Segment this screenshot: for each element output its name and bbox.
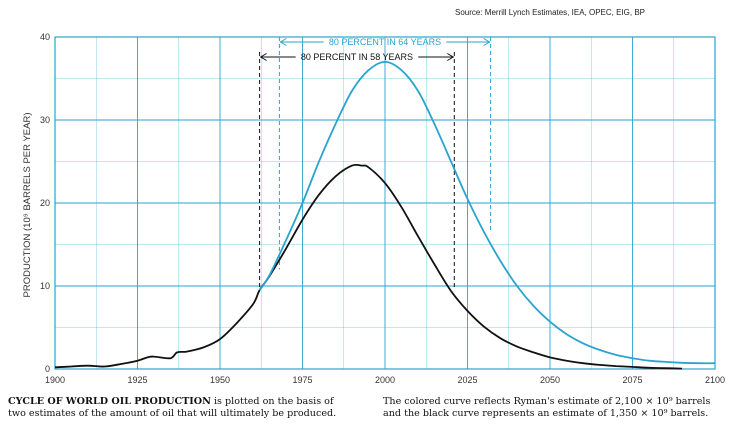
caption-right: The colored curve reflects Ryman's estim… bbox=[383, 396, 728, 424]
caption-left-line2: two estimates of the amount of oil that … bbox=[8, 408, 337, 419]
caption-left: CYCLE OF WORLD OIL PRODUCTION is plotted… bbox=[8, 396, 338, 424]
x-tick-label: 2075 bbox=[622, 375, 642, 385]
annotations: 80 PERCENT IN 64 YEARS 80 PERCENT IN 58 Y… bbox=[259, 37, 492, 291]
y-axis-label: PRODUCTION (10⁹ BARRELS PER YEAR) bbox=[22, 113, 33, 298]
caption-title: CYCLE OF WORLD OIL PRODUCTION bbox=[8, 396, 211, 407]
series-lines bbox=[54, 60, 716, 370]
y-tick-label: 40 bbox=[40, 32, 50, 42]
x-tick-label: 2100 bbox=[705, 375, 725, 385]
caption-right-line1: The colored curve reflects Ryman's estim… bbox=[383, 396, 711, 407]
x-tick-label: 1925 bbox=[127, 375, 147, 385]
caption-right-line2: and the black curve represents an estima… bbox=[383, 408, 709, 419]
x-tick-label: 2025 bbox=[457, 375, 477, 385]
tick-labels: 1900 1925 1950 1975 2000 2025 2050 2075 2100 0 10 2… bbox=[40, 32, 725, 385]
y-tick-label: 20 bbox=[40, 198, 50, 208]
x-tick-label: 2000 bbox=[375, 375, 395, 385]
x-tick-label: 1950 bbox=[210, 375, 230, 385]
source-note: Source: Merrill Lynch Estimates, IEA, OP… bbox=[455, 8, 645, 17]
x-tick-label: 1900 bbox=[45, 375, 65, 385]
caption-left-rest: is plotted on the basis of bbox=[210, 396, 334, 407]
annotation-label: 80 PERCENT IN 64 YEARS bbox=[329, 37, 441, 47]
arrowhead-right bbox=[447, 53, 455, 61]
arrowhead-left bbox=[259, 53, 267, 61]
x-tick-label: 2050 bbox=[540, 375, 560, 385]
arrowhead-left bbox=[279, 38, 287, 46]
grid bbox=[54, 36, 716, 370]
arrowhead-right bbox=[483, 38, 491, 46]
caption-left-line1: CYCLE OF WORLD OIL PRODUCTION is plotted… bbox=[8, 396, 338, 408]
x-tick-label: 1975 bbox=[292, 375, 312, 385]
black-curve bbox=[54, 163, 683, 370]
y-tick-label: 30 bbox=[40, 115, 50, 125]
blue-curve bbox=[258, 60, 716, 365]
y-tick-label: 10 bbox=[40, 281, 50, 291]
y-tick-label: 0 bbox=[45, 364, 50, 374]
annotation-label: 80 PERCENT IN 58 YEARS bbox=[301, 52, 413, 62]
